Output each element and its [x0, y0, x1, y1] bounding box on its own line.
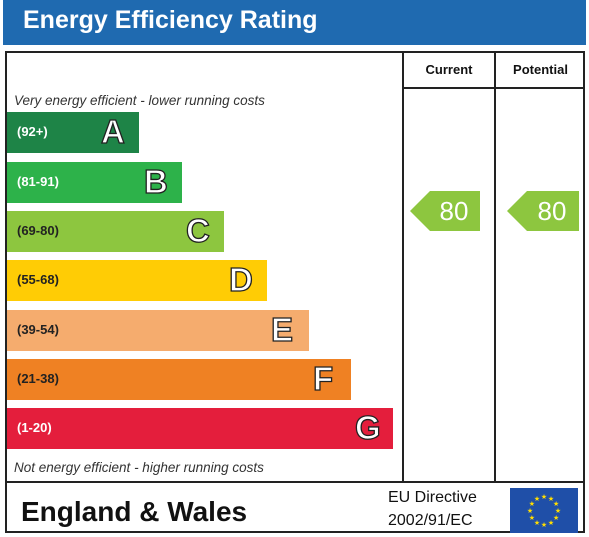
band-range-label: (69-80) [17, 223, 59, 238]
chart-title: Energy Efficiency Rating [23, 6, 318, 34]
band-range-label: (92+) [17, 124, 48, 139]
current-rating-arrow-value: 80 [439, 196, 469, 226]
band-d: (55-68) D [7, 260, 267, 301]
band-range-label: (21-38) [17, 371, 59, 386]
flag-star: ★ [541, 493, 547, 501]
band-b: (81-91) B [7, 162, 182, 203]
potential-column-header: Potential [513, 62, 568, 77]
band-e: (39-54) E [7, 310, 309, 351]
top-caption: Very energy efficient - lower running co… [14, 93, 265, 108]
potential-rating-arrow-value: 80 [537, 196, 567, 226]
footer-divider [5, 481, 585, 483]
flag-star: ★ [529, 500, 535, 508]
band-range-label: (81-91) [17, 174, 59, 189]
current-rating-arrow-shape [410, 191, 480, 231]
band-f: (21-38) F [7, 359, 351, 400]
flag-star: ★ [541, 521, 547, 529]
flag-star: ★ [534, 519, 540, 527]
band-letter-label: F [312, 359, 334, 397]
band-letter-label: G [354, 408, 381, 446]
band-a: (92+) A [7, 112, 139, 153]
column-divider-current [402, 51, 404, 483]
title-bar: Energy Efficiency Rating [3, 0, 586, 45]
column-divider-potential [494, 51, 496, 483]
region-label: England & Wales [21, 496, 248, 527]
band-letter-label: E [270, 310, 294, 348]
potential-rating-arrow-shape [507, 191, 579, 231]
band-g: (1-20) G [7, 408, 393, 449]
header-divider [402, 87, 585, 89]
band-range-label: (39-54) [17, 322, 59, 337]
band-range-label: (1-20) [17, 420, 52, 435]
flag-star: ★ [553, 500, 559, 508]
band-letter-label: B [143, 162, 168, 200]
band-letter-label: D [228, 260, 253, 298]
band-letter-label: C [185, 211, 210, 249]
flag-star: ★ [548, 519, 554, 527]
chart-frame [5, 51, 585, 533]
bottom-caption: Not energy efficient - higher running co… [14, 460, 264, 475]
flag-star: ★ [534, 495, 540, 503]
band-c: (69-80) C [7, 211, 224, 252]
flag-star: ★ [529, 514, 535, 522]
current-rating-arrow: 80 [410, 191, 480, 231]
band-range-label: (55-68) [17, 272, 59, 287]
flag-star: ★ [555, 507, 561, 515]
potential-rating-arrow: 80 [507, 191, 579, 231]
eu-flag-icon: ★★★★★★★★★ ★ ★★ [510, 488, 578, 533]
flag-star: ★ [527, 507, 533, 515]
current-column-header: Current [425, 62, 473, 77]
band-letter-label: A [100, 112, 125, 150]
flag-star: ★ [553, 514, 559, 522]
directive-line-2: 2002/91/EC [388, 512, 473, 529]
flag-star: ★ [548, 495, 554, 503]
directive-line-1: EU Directive [388, 489, 477, 506]
